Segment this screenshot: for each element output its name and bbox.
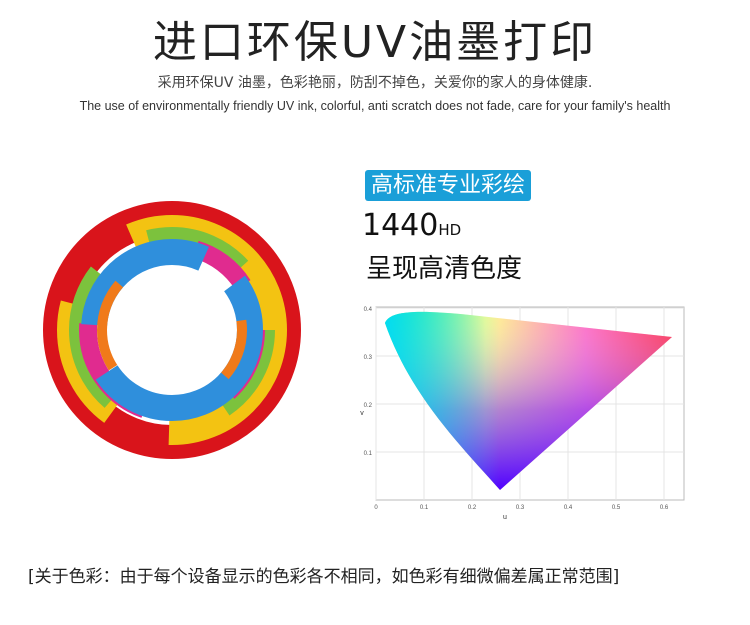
y-tick-label: 0.1	[364, 451, 373, 457]
chromaticity-diagram: 0.4 0.3 0.2 0.1 0 0.1 0.2 0.3 0.4 0.5 0.6 v u	[360, 306, 685, 521]
y-tick-label: 0.4	[364, 307, 373, 313]
x-tick-label: 0.4	[564, 505, 573, 511]
badge: 高标准专业彩绘	[365, 170, 532, 201]
y-tick-label: 0.3	[364, 355, 373, 361]
y-tick-label: 0.2	[364, 403, 373, 409]
x-tick-label: 0	[374, 505, 378, 511]
y-axis-label: v	[360, 410, 364, 417]
x-tick-label: 0.2	[468, 505, 477, 511]
x-tick-label: 0.1	[420, 505, 429, 511]
subtitle-cn: 采用环保UV 油墨，色彩艳丽，防刮不掉色，关爱你的家人的身体健康.	[157, 75, 593, 91]
x-tick-label: 0.6	[660, 505, 669, 511]
ring-orange	[97, 255, 247, 405]
title: 进口环保UV油墨打印	[152, 17, 598, 68]
subtitle-en: The use of environmentally friendly UV i…	[79, 99, 671, 113]
caption: 呈现高清色度	[366, 254, 523, 284]
footer-note: [关于色彩：由于每个设备显示的色彩各不相同，如色彩有细微偏差属正常范围]	[28, 567, 620, 587]
resolution-suffix: HD	[438, 221, 462, 239]
resolution: 1440HD	[362, 208, 461, 243]
x-axis-label: u	[503, 514, 507, 521]
x-tick-label: 0.3	[516, 505, 525, 511]
color-ring	[43, 201, 301, 459]
resolution-value: 1440	[362, 208, 439, 243]
gamut-cyan	[385, 311, 672, 490]
ring-blue	[81, 239, 263, 421]
x-tick-label: 0.5	[612, 505, 621, 511]
